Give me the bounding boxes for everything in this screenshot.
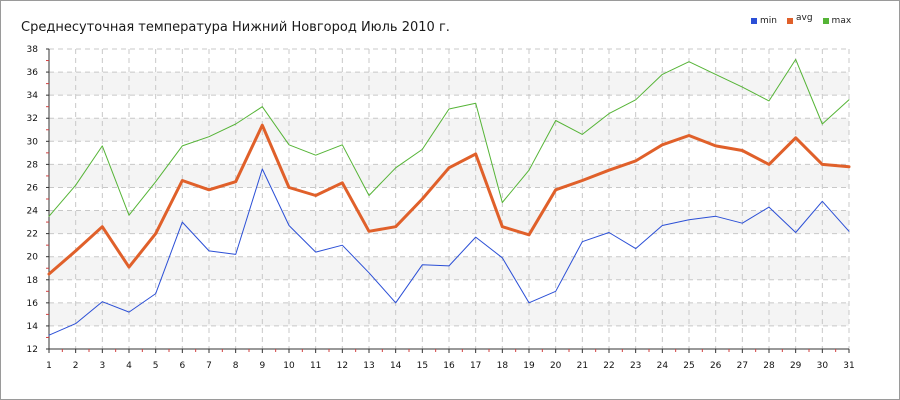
x-tick-label: 6 [179, 361, 185, 371]
legend-item-min: min [751, 16, 777, 26]
series-line-max [48, 58, 850, 217]
grid-band [49, 118, 849, 142]
y-tick-label: 22 [27, 230, 38, 240]
legend-item-max: max [822, 16, 852, 26]
legend-label-max: max [831, 16, 852, 26]
x-tick-label: 8 [233, 361, 239, 371]
x-tick-label: 29 [790, 361, 802, 371]
y-tick-label: 36 [27, 68, 39, 78]
x-tick-label: 31 [843, 361, 854, 371]
grid-band [49, 72, 849, 96]
y-tick-label: 12 [27, 345, 38, 355]
legend-label-min: min [760, 16, 777, 26]
legend-label-avg: avg [795, 13, 813, 23]
y-tick-label: 26 [27, 183, 39, 193]
x-tick-label: 18 [497, 361, 509, 371]
y-tick-label: 18 [27, 276, 39, 286]
x-tick-label: 16 [443, 361, 455, 371]
y-tick-label: 24 [27, 207, 39, 217]
y-tick-label: 30 [27, 137, 39, 147]
chart-legend: min avg max [751, 13, 852, 26]
x-tick-label: 28 [763, 361, 775, 371]
x-tick-label: 14 [390, 361, 402, 371]
series-line-avg [47, 123, 851, 276]
legend-swatch-avg [786, 18, 793, 24]
x-tick-label: 15 [417, 361, 428, 371]
y-tick-label: 38 [27, 45, 39, 55]
x-tick-label: 19 [523, 361, 535, 371]
x-tick-label: 24 [657, 361, 669, 371]
x-tick-label: 20 [550, 361, 562, 371]
chart-title: Среднесуточная температура Нижний Новгор… [21, 20, 450, 35]
x-tick-label: 30 [817, 361, 829, 371]
x-tick-label: 7 [206, 361, 212, 371]
x-tick-label: 25 [683, 361, 694, 371]
x-tick-label: 1 [46, 361, 52, 371]
x-tick-label: 3 [99, 361, 105, 371]
x-tick-label: 21 [577, 361, 588, 371]
x-tick-label: 4 [126, 361, 132, 371]
x-tick-label: 27 [737, 361, 748, 371]
x-tick-label: 17 [470, 361, 481, 371]
legend-item-avg: avg [786, 13, 813, 24]
x-tick-label: 5 [153, 361, 159, 371]
x-tick-label: 10 [283, 361, 295, 371]
y-tick-label: 28 [27, 160, 39, 170]
y-tick-label: 16 [27, 299, 39, 309]
y-tick-label: 34 [27, 91, 39, 101]
x-tick-label: 12 [337, 361, 348, 371]
x-tick-label: 13 [363, 361, 374, 371]
x-tick-label: 23 [630, 361, 641, 371]
x-tick-label: 22 [603, 361, 614, 371]
x-tick-label: 11 [310, 361, 321, 371]
legend-swatch-min [751, 18, 757, 24]
y-tick-label: 14 [27, 322, 39, 332]
y-tick-label: 20 [27, 253, 39, 263]
legend-swatch-max [822, 18, 829, 24]
x-tick-label: 26 [710, 361, 722, 371]
y-tick-label: 32 [27, 114, 38, 124]
series-line-min [48, 168, 850, 336]
x-tick-label: 2 [73, 361, 79, 371]
x-tick-label: 9 [259, 361, 265, 371]
